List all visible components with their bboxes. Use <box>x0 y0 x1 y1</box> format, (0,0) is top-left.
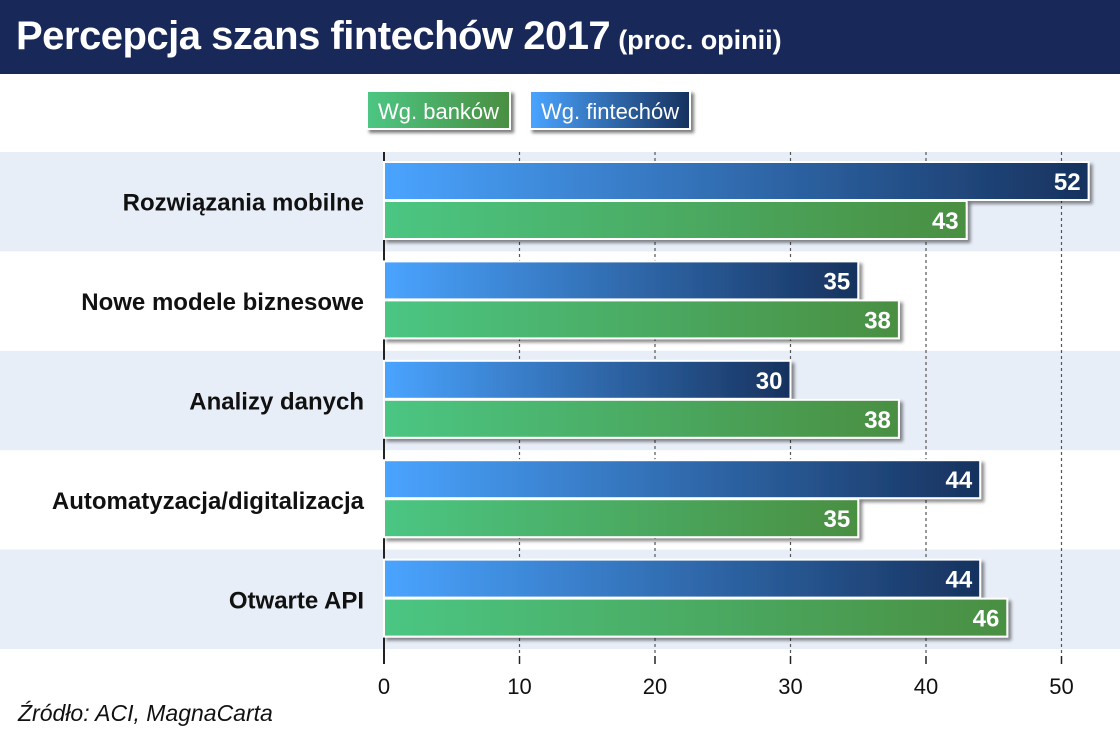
chart-title-main: Percepcja szans fintechów 2017 <box>16 14 611 58</box>
tick-label: 10 <box>507 674 531 699</box>
bar-fintech-value: 44 <box>945 567 972 594</box>
source-note: Źródło: ACI, MagnaCarta <box>18 700 273 726</box>
bar-bank-value: 38 <box>864 307 891 334</box>
bar-bank-value: 35 <box>824 506 851 533</box>
bar-fintech <box>383 260 860 301</box>
tick-label: 50 <box>1049 674 1073 699</box>
bar-fintech <box>383 359 792 400</box>
bar-fintech <box>383 161 1090 201</box>
bar-fintech-value: 44 <box>945 467 972 494</box>
category-label: Automatyzacja/digitalizacja <box>52 488 365 515</box>
tick-label: 40 <box>914 674 938 699</box>
bar-bank <box>383 200 968 240</box>
category-labels: Rozwiązania mobilne Nowe modele biznesowe… <box>52 190 365 615</box>
tick-label: 20 <box>643 674 667 699</box>
category-label: Nowe modele biznesowe <box>81 289 364 316</box>
tick-label: 0 <box>378 674 390 699</box>
bar-bank <box>383 398 900 439</box>
category-label: Otwarte API <box>229 587 364 614</box>
title-bar: Percepcja szans fintechów 2017 (proc. opi… <box>0 0 1120 74</box>
x-axis-ticks: 0 10 20 30 40 50 <box>378 674 1074 699</box>
bar-fintech-value: 52 <box>1054 169 1081 196</box>
bar-fintech <box>383 459 982 500</box>
category-label: Rozwiązania mobilne <box>123 190 364 217</box>
bar-bank <box>383 299 900 340</box>
bar-bank <box>383 597 1009 638</box>
tick-label: 30 <box>778 674 802 699</box>
legend-fintechs: Wg. fintechów <box>529 90 692 130</box>
bar-fintech-value: 35 <box>824 268 851 295</box>
chart-subtitle: (proc. opinii) <box>618 25 782 55</box>
bar-bank <box>383 498 860 539</box>
category-label: Analizy danych <box>189 389 364 416</box>
bar-fintech-value: 30 <box>756 368 783 395</box>
bar-bank-value: 38 <box>864 407 891 434</box>
bar-bank-value: 46 <box>973 606 1000 633</box>
chart-title: Percepcja szans fintechów 2017 (proc. opi… <box>16 8 782 68</box>
bar-fintech <box>383 558 982 599</box>
legend-banks: Wg. banków <box>366 90 512 130</box>
bar-bank-value: 43 <box>932 208 959 235</box>
